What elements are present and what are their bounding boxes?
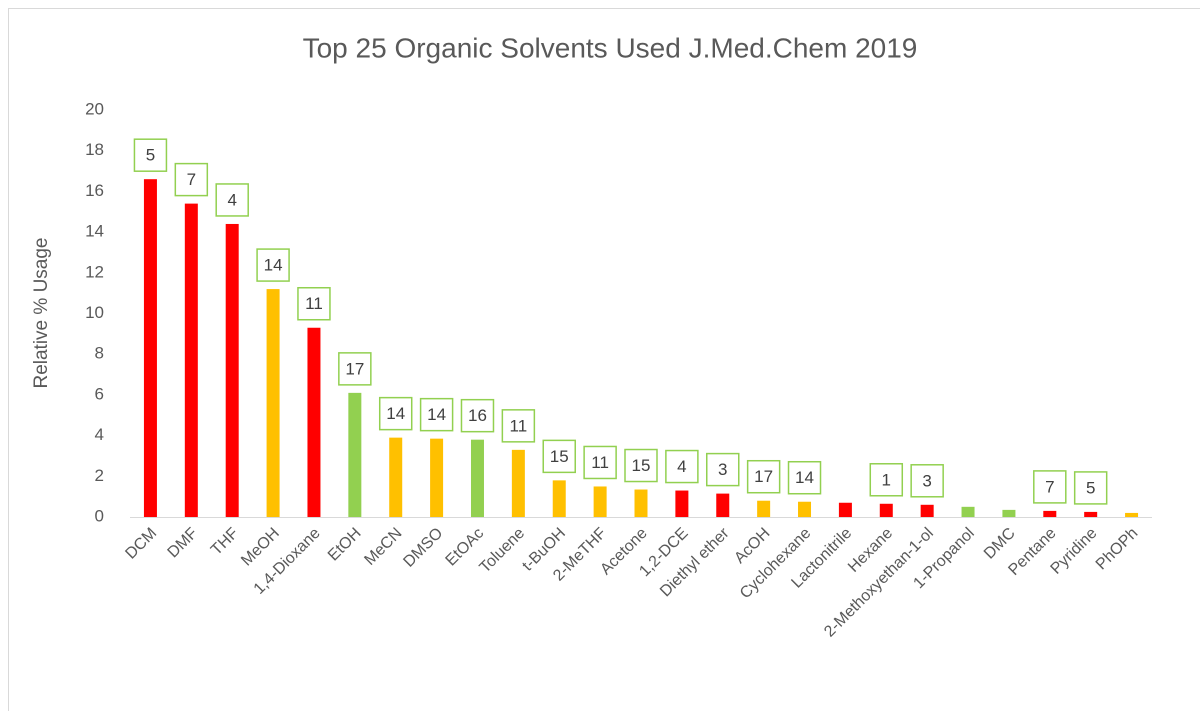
annotation-label: 11 [591, 453, 609, 472]
annotation-label: 15 [550, 447, 569, 466]
bar [430, 438, 444, 517]
annotation-label: 17 [345, 359, 364, 378]
bar [1125, 512, 1139, 517]
bar [838, 502, 852, 517]
bar [307, 327, 321, 517]
annotation-box [1073, 471, 1108, 505]
annotation-box [297, 286, 331, 321]
annotation-label: 15 [632, 456, 651, 475]
bar [348, 392, 362, 517]
annotation-box [378, 396, 413, 431]
annotation-box [256, 248, 290, 282]
annotation-label: 5 [1086, 478, 1095, 497]
bar [798, 501, 812, 517]
annotation-label: 17 [754, 467, 773, 486]
annotation-box [215, 183, 249, 217]
annotation-box [174, 162, 209, 197]
annotation-label: 4 [677, 457, 686, 476]
y-axis-label: Relative % Usage [31, 237, 52, 388]
annotation-box [869, 463, 904, 497]
bar [675, 490, 689, 517]
annotation-label: 1 [882, 470, 891, 489]
annotation-box [133, 138, 168, 172]
annotation-label: 11 [305, 294, 323, 313]
annotation-label: 14 [386, 404, 405, 423]
bar [920, 504, 934, 517]
bar [225, 223, 239, 517]
y-tick-label: 20 [85, 99, 104, 118]
bar [1002, 509, 1016, 517]
y-tick-label: 4 [95, 425, 104, 444]
annotation-label: 7 [1045, 477, 1054, 496]
bar [961, 506, 975, 517]
annotation-label: 3 [922, 471, 931, 490]
annotation-box [787, 460, 822, 495]
bar [266, 289, 280, 517]
annotation-box [706, 452, 740, 487]
annotation-box [501, 409, 536, 443]
annotation-box [910, 464, 944, 498]
annotation-label: 7 [187, 170, 196, 189]
annotation-box [460, 398, 495, 433]
annotation-label: 14 [427, 405, 446, 424]
y-tick-label: 0 [95, 506, 104, 525]
annotation-label: 3 [718, 460, 727, 479]
y-tick-label: 16 [85, 181, 104, 200]
bar [716, 493, 730, 517]
bar [1084, 511, 1098, 517]
bar [552, 480, 566, 517]
annotation-box [542, 439, 576, 474]
y-tick-label: 8 [95, 344, 104, 363]
bar [184, 203, 198, 518]
annotation-box [338, 352, 372, 386]
bar [593, 486, 607, 517]
bar [879, 503, 893, 517]
y-tick-label: 10 [85, 303, 104, 322]
bar [389, 437, 403, 517]
y-tick-label: 2 [95, 466, 104, 485]
annotation-label: 11 [510, 416, 528, 435]
annotation-box [624, 448, 658, 483]
annotation-box [583, 445, 617, 480]
annotation-box [746, 459, 781, 494]
annotation-label: 14 [264, 256, 283, 275]
chart-frame [8, 8, 1200, 711]
annotation-box [665, 449, 699, 484]
y-tick-label: 14 [85, 222, 104, 241]
bar [143, 179, 157, 517]
annotation-label: 14 [795, 468, 814, 487]
bar [511, 449, 525, 517]
y-tick-label: 18 [85, 140, 104, 159]
annotation-label: 16 [468, 406, 487, 425]
y-tick-label: 6 [95, 384, 104, 403]
annotation-box [1033, 470, 1067, 504]
annotation-label: 4 [227, 190, 236, 209]
bar [757, 500, 771, 517]
annotation-box [419, 397, 454, 432]
chart-title: Top 25 Organic Solvents Used J.Med.Chem … [303, 32, 918, 63]
bar [470, 439, 484, 517]
annotation-label: 5 [146, 146, 155, 165]
y-tick-label: 12 [85, 262, 104, 281]
bar [1043, 510, 1057, 517]
bar [634, 489, 648, 517]
